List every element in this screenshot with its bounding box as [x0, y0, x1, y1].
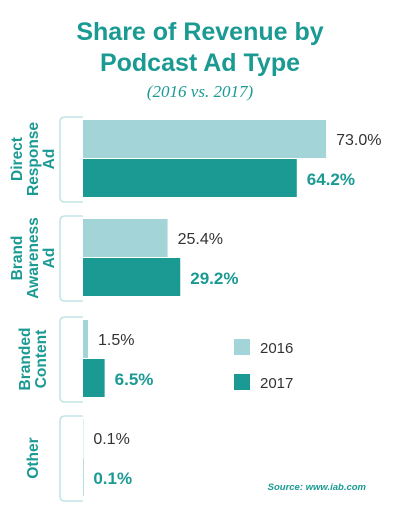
legend-swatch	[234, 374, 250, 390]
category-label: Other	[25, 437, 42, 478]
data-label-2017: 6.5%	[115, 370, 154, 389]
group-bracket	[59, 316, 83, 403]
legend-label: 2017	[260, 375, 293, 392]
category-group: Other 0.1% 0.1%	[25, 415, 132, 502]
legend-swatch	[234, 339, 250, 355]
data-label-2016: 73.0%	[336, 132, 381, 149]
legend: 2016 2017	[234, 339, 293, 392]
data-label-2017: 64.2%	[307, 170, 355, 189]
group-bracket	[59, 116, 83, 203]
category-label: DirectResponseAd	[9, 122, 58, 196]
category-group: BrandedContent 1.5% 6.5%	[17, 316, 154, 403]
category-label: BrandAwarenessAd	[9, 217, 58, 299]
bar-2017	[83, 258, 181, 296]
chart-subtitle: (2016 vs. 2017)	[147, 82, 254, 101]
category-group: BrandAwarenessAd 25.4% 29.2%	[9, 215, 238, 302]
group-bracket	[59, 215, 83, 302]
bar-2016	[83, 219, 168, 257]
data-label-2017: 29.2%	[190, 269, 238, 288]
category-label: BrandedContent	[17, 328, 50, 391]
data-label-2016: 1.5%	[98, 332, 134, 349]
source-note: Source: www.iab.com	[268, 482, 367, 493]
data-label-2016: 0.1%	[93, 431, 129, 448]
category-group: DirectResponseAd 73.0% 64.2%	[9, 116, 381, 203]
chart-title: Podcast Ad Type	[100, 49, 300, 77]
chart-title: Share of Revenue by	[76, 18, 323, 46]
bar-2017	[83, 159, 297, 197]
legend-label: 2016	[260, 340, 293, 357]
bar-2017	[83, 359, 105, 397]
group-bracket	[59, 415, 83, 502]
data-label-2017: 0.1%	[93, 469, 132, 488]
bar-2016	[83, 120, 327, 158]
bar-2016	[83, 320, 88, 358]
data-label-2016: 25.4%	[178, 231, 223, 248]
